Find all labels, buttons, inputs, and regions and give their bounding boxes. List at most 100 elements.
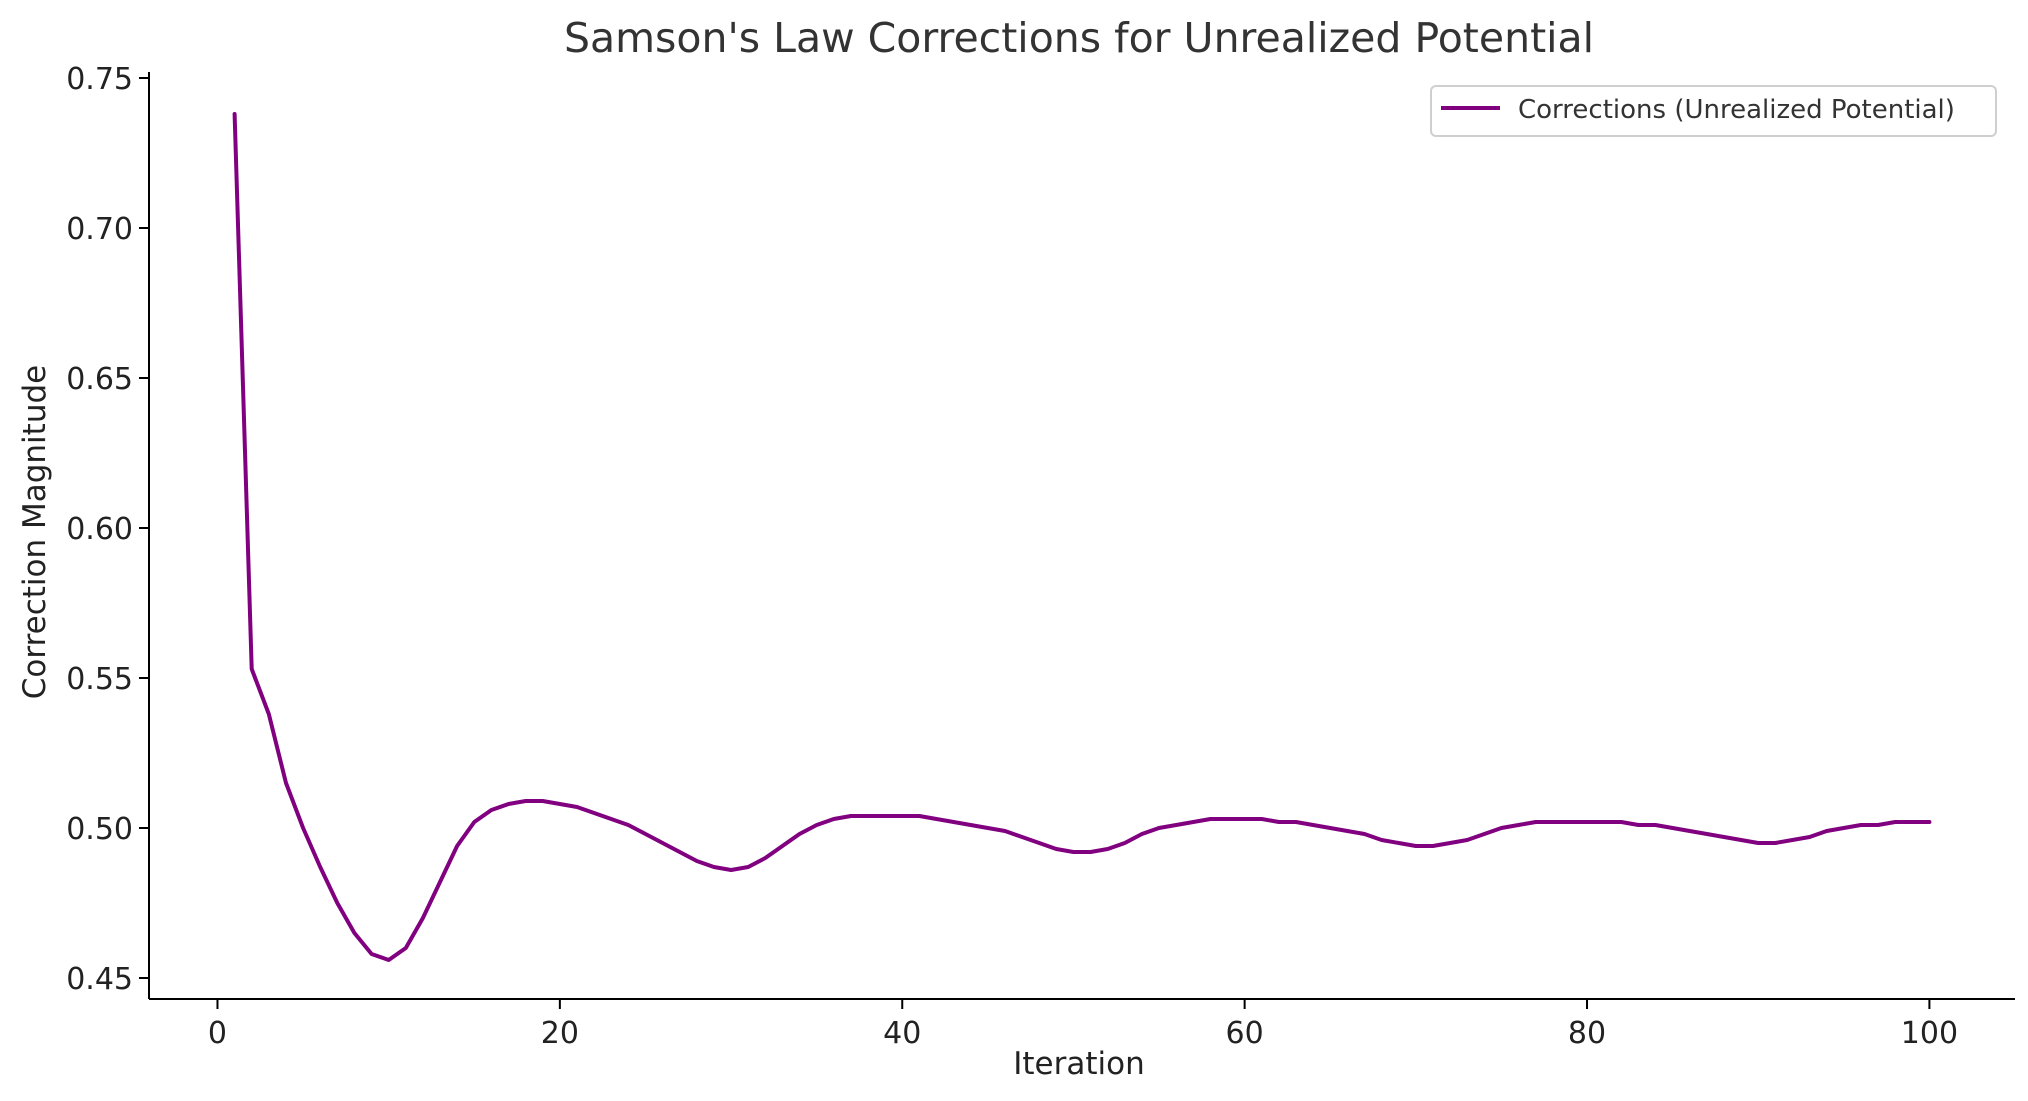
- data-point: [1722, 835, 1725, 838]
- x-tick-label: 60: [1226, 1016, 1264, 1051]
- data-point: [541, 799, 544, 802]
- data-point: [1705, 832, 1708, 835]
- y-tick-label: 0.45: [66, 962, 133, 997]
- data-point: [1517, 823, 1520, 826]
- x-tick-label: 0: [208, 1016, 227, 1051]
- data-point: [1363, 832, 1366, 835]
- data-point: [593, 811, 596, 814]
- y-tick-label: 0.70: [66, 212, 133, 247]
- data-point: [747, 865, 750, 868]
- data-point: [524, 799, 527, 802]
- data-point: [1842, 826, 1845, 829]
- x-tick-label: 80: [1568, 1016, 1606, 1051]
- data-point: [815, 823, 818, 826]
- data-point: [1123, 841, 1126, 844]
- data-point: [1397, 841, 1400, 844]
- data-point: [1106, 847, 1109, 850]
- data-point: [627, 823, 630, 826]
- data-point: [1021, 835, 1024, 838]
- data-point: [1226, 817, 1229, 820]
- data-point: [1346, 829, 1349, 832]
- data-point: [456, 844, 459, 847]
- data-point: [319, 865, 322, 868]
- y-tick-label: 0.75: [66, 62, 133, 97]
- data-point: [1654, 823, 1657, 826]
- data-point: [353, 931, 356, 934]
- data-point: [1192, 820, 1195, 823]
- data-point: [712, 865, 715, 868]
- data-point: [1688, 829, 1691, 832]
- data-point: [952, 820, 955, 823]
- data-point: [1740, 838, 1743, 841]
- data-point: [250, 667, 253, 670]
- data-point: [284, 781, 287, 784]
- data-point: [918, 814, 921, 817]
- data-point: [267, 712, 270, 715]
- data-point: [1534, 820, 1537, 823]
- data-point: [1209, 817, 1212, 820]
- data-point: [1243, 817, 1246, 820]
- data-point: [1500, 826, 1503, 829]
- data-point: [1003, 829, 1006, 832]
- data-point: [832, 817, 835, 820]
- data-point: [1175, 823, 1178, 826]
- data-point: [1312, 823, 1315, 826]
- data-point: [866, 814, 869, 817]
- data-point: [1894, 820, 1897, 823]
- data-point: [1140, 832, 1143, 835]
- data-point: [336, 901, 339, 904]
- data-point: [1038, 841, 1041, 844]
- data-point: [1072, 850, 1075, 853]
- data-point: [1859, 823, 1862, 826]
- data-point: [233, 112, 236, 115]
- data-point: [781, 844, 784, 847]
- data-point: [507, 802, 510, 805]
- x-tick-label: 20: [541, 1016, 579, 1051]
- data-point: [1791, 838, 1794, 841]
- data-point: [935, 817, 938, 820]
- data-point: [438, 880, 441, 883]
- data-point: [798, 832, 801, 835]
- data-point: [1466, 838, 1469, 841]
- data-point: [1671, 826, 1674, 829]
- data-point: [1089, 850, 1092, 853]
- data-point: [661, 841, 664, 844]
- data-point: [1449, 841, 1452, 844]
- data-point: [1620, 820, 1623, 823]
- data-point: [370, 952, 373, 955]
- data-point: [1414, 844, 1417, 847]
- data-point: [986, 826, 989, 829]
- data-point: [1483, 832, 1486, 835]
- x-axis-label: Iteration: [1013, 1046, 1145, 1082]
- legend: Corrections (Unrealized Potential): [1430, 85, 1997, 137]
- y-axis-label: Correction Magnitude: [17, 365, 53, 699]
- legend-box: [1430, 85, 1997, 137]
- data-point: [1431, 844, 1434, 847]
- data-point: [730, 868, 733, 871]
- data-point: [610, 817, 613, 820]
- data-point: [1551, 820, 1554, 823]
- data-point: [849, 814, 852, 817]
- data-point: [1277, 820, 1280, 823]
- data-point: [1260, 817, 1263, 820]
- data-point: [1585, 820, 1588, 823]
- data-point: [1637, 823, 1640, 826]
- y-tick-label: 0.50: [66, 812, 133, 847]
- data-point: [421, 916, 424, 919]
- data-point: [644, 832, 647, 835]
- data-point: [764, 856, 767, 859]
- chart-title: Samson's Law Corrections for Unrealized …: [564, 14, 1594, 62]
- y-axis: 0.45 0.50 0.55 0.60 0.65 0.70 0.75: [66, 62, 150, 999]
- data-point: [1055, 847, 1058, 850]
- data-point: [1157, 826, 1160, 829]
- y-tick-label: 0.60: [66, 512, 133, 547]
- data-point: [884, 814, 887, 817]
- data-point: [1808, 835, 1811, 838]
- data-point: [1329, 826, 1332, 829]
- x-tick-label: 100: [1901, 1016, 1958, 1051]
- data-point: [678, 850, 681, 853]
- data-point: [302, 826, 305, 829]
- data-point: [404, 946, 407, 949]
